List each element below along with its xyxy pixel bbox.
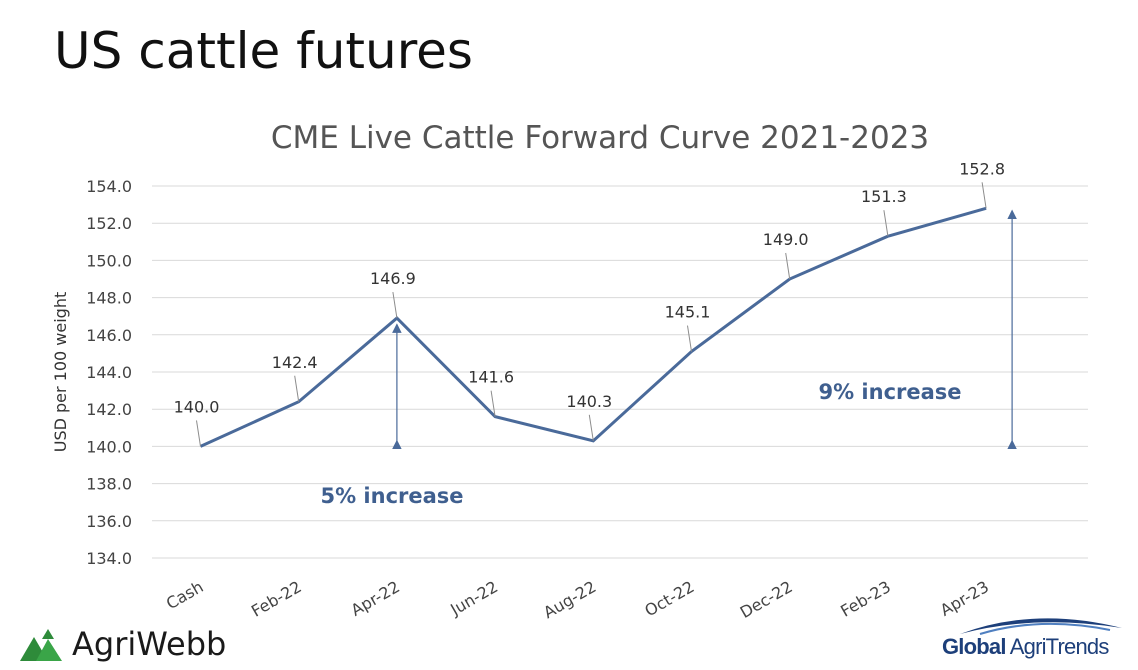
data-label: 145.1: [665, 303, 711, 322]
global-agritrends-wordmark: Global AgriTrends: [942, 634, 1109, 660]
leader-line: [981, 182, 987, 209]
y-tick-label: 148.0: [86, 289, 132, 308]
leader-line: [490, 390, 496, 417]
data-label: 142.4: [272, 353, 318, 372]
data-label: 141.6: [468, 368, 514, 387]
data-label: 149.0: [763, 230, 809, 249]
y-tick-label: 134.0: [86, 549, 132, 568]
y-tick-label: 140.0: [86, 437, 132, 456]
x-tick-label: Apr-22: [348, 577, 403, 620]
x-tick-label: Cash: [163, 577, 207, 613]
slide-title: US cattle futures: [54, 22, 473, 80]
wordmark-global: Global: [942, 634, 1006, 659]
x-tick-label: Dec-22: [737, 577, 796, 622]
x-tick-label: Feb-22: [248, 577, 305, 621]
y-tick-label: 142.0: [86, 400, 132, 419]
y-tick-label: 144.0: [86, 363, 132, 382]
leader-line: [294, 375, 300, 402]
y-tick-label: 138.0: [86, 475, 132, 494]
data-label: 140.0: [174, 397, 220, 416]
agriwebb-wordmark: AgriWebb: [72, 625, 227, 663]
x-tick-label: Aug-22: [540, 577, 599, 622]
y-tick-label: 154.0: [86, 177, 132, 196]
leader-line: [196, 420, 201, 447]
data-label: 151.3: [861, 187, 907, 206]
annotations: 5% increase 9% increase: [320, 209, 1017, 508]
y-axis-ticks: 134.0 136.0 138.0 140.0 142.0 144.0 146.0 148.0…: [86, 177, 132, 568]
agriwebb-logo: AgriWebb: [18, 624, 226, 664]
leader-line: [392, 291, 398, 319]
x-tick-label: Oct-22: [641, 577, 697, 620]
leader-line: [883, 210, 889, 237]
data-label: 152.8: [959, 159, 1005, 178]
y-tick-label: 136.0: [86, 512, 132, 531]
gridlines: [152, 185, 1088, 559]
annotation-label: 9% increase: [818, 380, 961, 404]
data-label: 140.3: [566, 392, 612, 411]
x-tick-label: Jun-22: [446, 577, 501, 620]
y-tick-label: 152.0: [86, 214, 132, 233]
y-tick-label: 150.0: [86, 251, 132, 270]
x-tick-label: Feb-23: [837, 577, 894, 621]
data-labels: 140.0 142.4 146.9 141.6 140.3 145.1 149.0 151.3…: [174, 159, 1005, 447]
chart-title: CME Live Cattle Forward Curve 2021-2023: [271, 120, 929, 156]
wordmark-agritrends: AgriTrends: [1005, 634, 1110, 659]
annotation-label: 5% increase: [320, 484, 463, 508]
data-label: 146.9: [370, 269, 416, 288]
leader-line: [588, 414, 594, 441]
global-agritrends-logo: Global AgriTrends: [940, 612, 1130, 664]
y-tick-label: 146.0: [86, 326, 132, 345]
x-axis-ticks: Cash Feb-22 Apr-22 Jun-22 Aug-22 Oct-22 Dec-22…: [163, 577, 992, 622]
leader-line: [687, 325, 692, 352]
leader-line: [785, 252, 791, 280]
agriwebb-mark-icon: [20, 629, 62, 661]
y-axis-label: USD per 100 weight: [51, 292, 70, 453]
swoosh-icon: [960, 618, 1122, 635]
